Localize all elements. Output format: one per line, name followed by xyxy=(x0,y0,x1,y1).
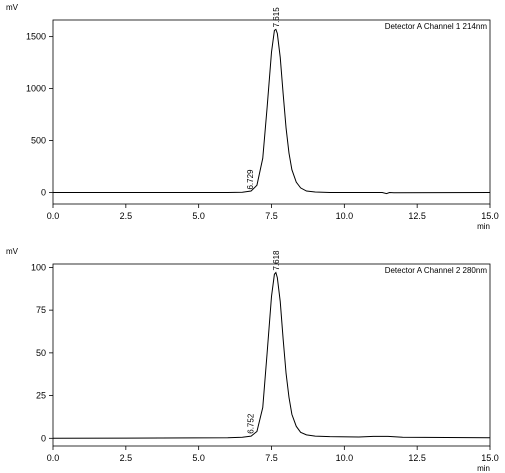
x-tick-label: 12.5 xyxy=(408,453,426,463)
y-tick-label: 75 xyxy=(36,305,46,315)
plot-frame xyxy=(52,263,491,447)
y-tick-label: 1000 xyxy=(26,84,46,94)
x-tick-label: 2.5 xyxy=(120,211,133,221)
x-tick-label: 10.0 xyxy=(336,211,354,221)
y-unit-label: mV xyxy=(6,247,19,256)
y-tick-label: 25 xyxy=(36,391,46,401)
y-tick-label: 1500 xyxy=(26,32,46,42)
x-unit-label: min xyxy=(477,222,490,231)
x-tick-label: 5.0 xyxy=(192,211,205,221)
y-unit-label: mV xyxy=(6,3,19,12)
y-tick-label: 0 xyxy=(41,188,46,198)
y-tick-label: 100 xyxy=(31,262,46,272)
y-tick-label: 50 xyxy=(36,348,46,358)
x-tick-label: 0.0 xyxy=(47,453,60,463)
chart-panel-1: mV 0 500 1000 1500 0.0 2.5 5.0 7.5 10.0 12.5 15.0mi… xyxy=(6,3,499,231)
peak-label: 6.752 xyxy=(247,413,256,434)
x-tick-label: 15.0 xyxy=(481,211,499,221)
x-tick-label: 10.0 xyxy=(336,453,354,463)
peak-label: 7.615 xyxy=(272,7,281,28)
x-tick-label: 12.5 xyxy=(408,211,426,221)
peak-label: 7.618 xyxy=(272,250,281,271)
peak-label: 6.729 xyxy=(246,169,255,190)
chromatogram-trace xyxy=(53,28,491,195)
x-tick-label: 7.5 xyxy=(265,211,278,221)
plot-frame xyxy=(52,19,491,205)
x-tick-label: 2.5 xyxy=(120,453,133,463)
legend-entry: Detector A Channel 2 280nm xyxy=(385,266,488,275)
x-tick-label: 15.0 xyxy=(481,453,499,463)
x-tick-label: 7.5 xyxy=(265,453,278,463)
x-tick-label: 5.0 xyxy=(192,453,205,463)
x-tick-label: 0.0 xyxy=(47,211,60,221)
y-tick-label: 0 xyxy=(41,433,46,443)
chromatogram-trace xyxy=(52,271,491,439)
x-unit-label: min xyxy=(477,464,490,473)
y-tick-label: 500 xyxy=(31,136,46,146)
legend-entry: Detector A Channel 1 214nm xyxy=(385,22,488,31)
